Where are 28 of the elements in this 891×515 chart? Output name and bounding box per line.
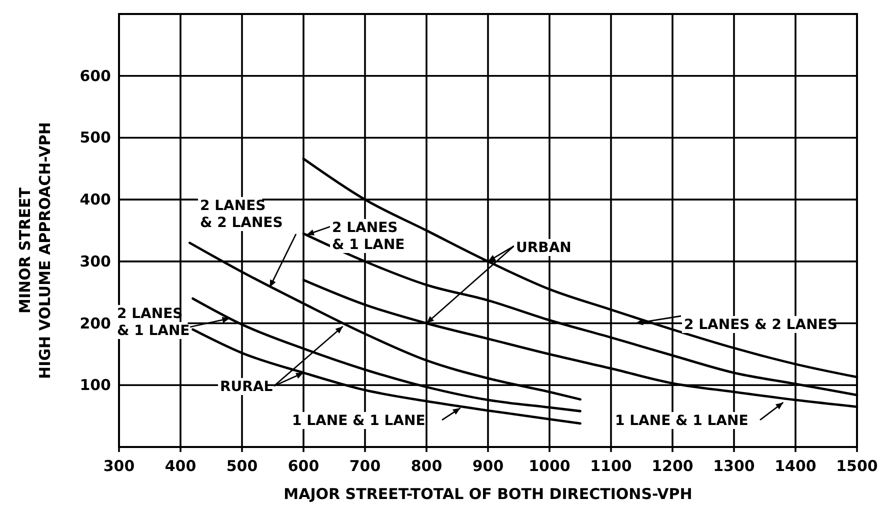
annotation: RURAL — [220, 379, 273, 395]
x-tick-label: 600 — [288, 457, 320, 475]
x-tick-label: 700 — [349, 457, 381, 475]
x-tick-label: 800 — [410, 457, 442, 475]
y-tick-label: 600 — [80, 66, 111, 85]
annotation: URBAN — [516, 240, 572, 256]
y-tick-label: 500 — [80, 128, 111, 147]
annotation: 2 LANES & 1 LANE — [332, 220, 405, 253]
x-tick-label: 1100 — [590, 457, 632, 475]
x-tick-label: 500 — [226, 457, 258, 475]
y-tick-label: 200 — [80, 314, 111, 332]
y-tick-label: 300 — [80, 252, 111, 270]
x-tick-label: 1000 — [528, 457, 570, 475]
y-axis-title: MINOR STREET HIGH VOLUME APPROACH-VPH — [16, 122, 54, 379]
x-tick-label: 1300 — [713, 457, 755, 475]
annotation: 2 LANES & 2 LANES — [684, 317, 838, 333]
x-tick-label: 1400 — [774, 457, 816, 475]
annotation: 1 LANE & 1 LANE — [292, 413, 426, 429]
y-tick-label: 400 — [80, 190, 111, 209]
x-tick-label: 400 — [164, 457, 196, 475]
x-tick-label: 900 — [472, 457, 504, 475]
x-tick-label: 1200 — [652, 457, 694, 475]
x-tick-label: 1500 — [836, 457, 878, 475]
y-tick-label: 100 — [80, 376, 111, 394]
annotation: 2 LANES & 2 LANES — [200, 198, 283, 231]
x-tick-label: 300 — [103, 457, 135, 475]
annotation: 1 LANE & 1 LANE — [615, 413, 748, 429]
x-axis-title: MAJOR STREET-TOTAL OF BOTH DIRECTIONS-VPH — [284, 485, 692, 503]
